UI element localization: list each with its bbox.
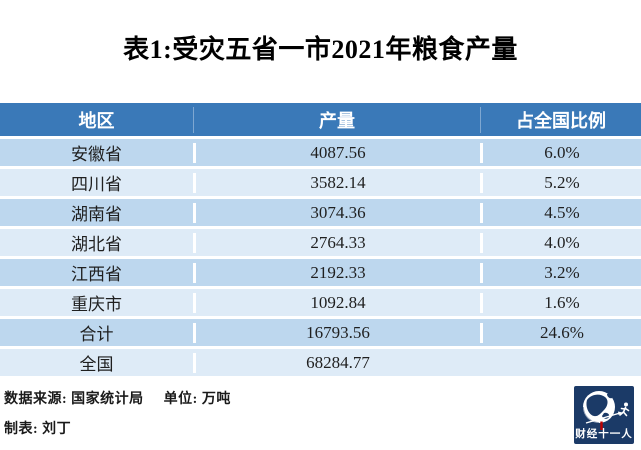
production-cell: 2764.33	[193, 232, 480, 253]
production-cell: 1092.84	[193, 292, 480, 313]
region-cell: 湖北省	[71, 235, 122, 254]
region-cell: 江西省	[71, 265, 122, 284]
table-row: 安徽省 4087.56 6.0%	[0, 136, 641, 166]
globe-with-runner-icon	[583, 391, 630, 430]
region-cell: 全国	[79, 355, 114, 374]
production-cell: 4087.56	[193, 142, 480, 163]
column-header-region: 地区	[78, 110, 115, 131]
table-body: 安徽省 4087.56 6.0% 四川省 3582.14 5.2% 湖南省 30…	[0, 136, 641, 376]
region-cell: 安徽省	[71, 145, 122, 164]
table-row: 湖北省 2764.33 4.0%	[0, 226, 641, 256]
region-cell: 湖南省	[71, 205, 122, 224]
share-cell: 4.0%	[480, 232, 641, 253]
region-cell: 四川省	[71, 175, 122, 194]
production-cell: 3074.36	[193, 202, 480, 223]
production-cell: 68284.77	[193, 352, 480, 373]
region-cell: 重庆市	[71, 295, 122, 314]
share-cell: 3.2%	[480, 262, 641, 283]
share-cell: 6.0%	[480, 142, 641, 163]
share-cell: 5.2%	[480, 172, 641, 193]
region-cell: 合计	[79, 325, 114, 344]
data-source-label: 数据来源: 国家统计局	[4, 392, 144, 407]
brand-logo-text: 财经十一人	[575, 428, 633, 440]
production-cell: 2192.33	[193, 262, 480, 283]
share-cell: 4.5%	[480, 202, 641, 223]
table-row: 湖南省 3074.36 4.5%	[0, 196, 641, 226]
table-row: 江西省 2192.33 3.2%	[0, 256, 641, 286]
share-cell: 1.6%	[480, 292, 641, 313]
data-table: 地区 产量 占全国比例 安徽省 4087.56 6.0% 四川省 3582.14…	[0, 103, 641, 376]
table-row: 重庆市 1092.84 1.6%	[0, 286, 641, 316]
table-header-row: 地区 产量 占全国比例	[0, 103, 641, 136]
share-cell: 24.6%	[480, 322, 641, 343]
unit-label: 单位: 万吨	[163, 392, 231, 407]
production-cell: 16793.56	[193, 322, 480, 343]
author-label: 制表: 刘丁	[4, 422, 72, 437]
column-header-share: 占全国比例	[480, 106, 641, 133]
table-row: 四川省 3582.14 5.2%	[0, 166, 641, 196]
column-header-production: 产量	[193, 106, 480, 133]
page-title: 表1:受灾五省一市2021年粮食产量	[123, 35, 518, 64]
table-row-total: 合计 16793.56 24.6%	[0, 316, 641, 346]
brand-logo: 财经十一人	[574, 386, 634, 444]
footer-notes: 数据来源: 国家统计局 单位: 万吨 制表: 刘丁	[4, 385, 231, 445]
footer-line-source: 数据来源: 国家统计局 单位: 万吨	[4, 385, 231, 415]
table-row-national: 全国 68284.77	[0, 346, 641, 376]
production-cell: 3582.14	[193, 172, 480, 193]
